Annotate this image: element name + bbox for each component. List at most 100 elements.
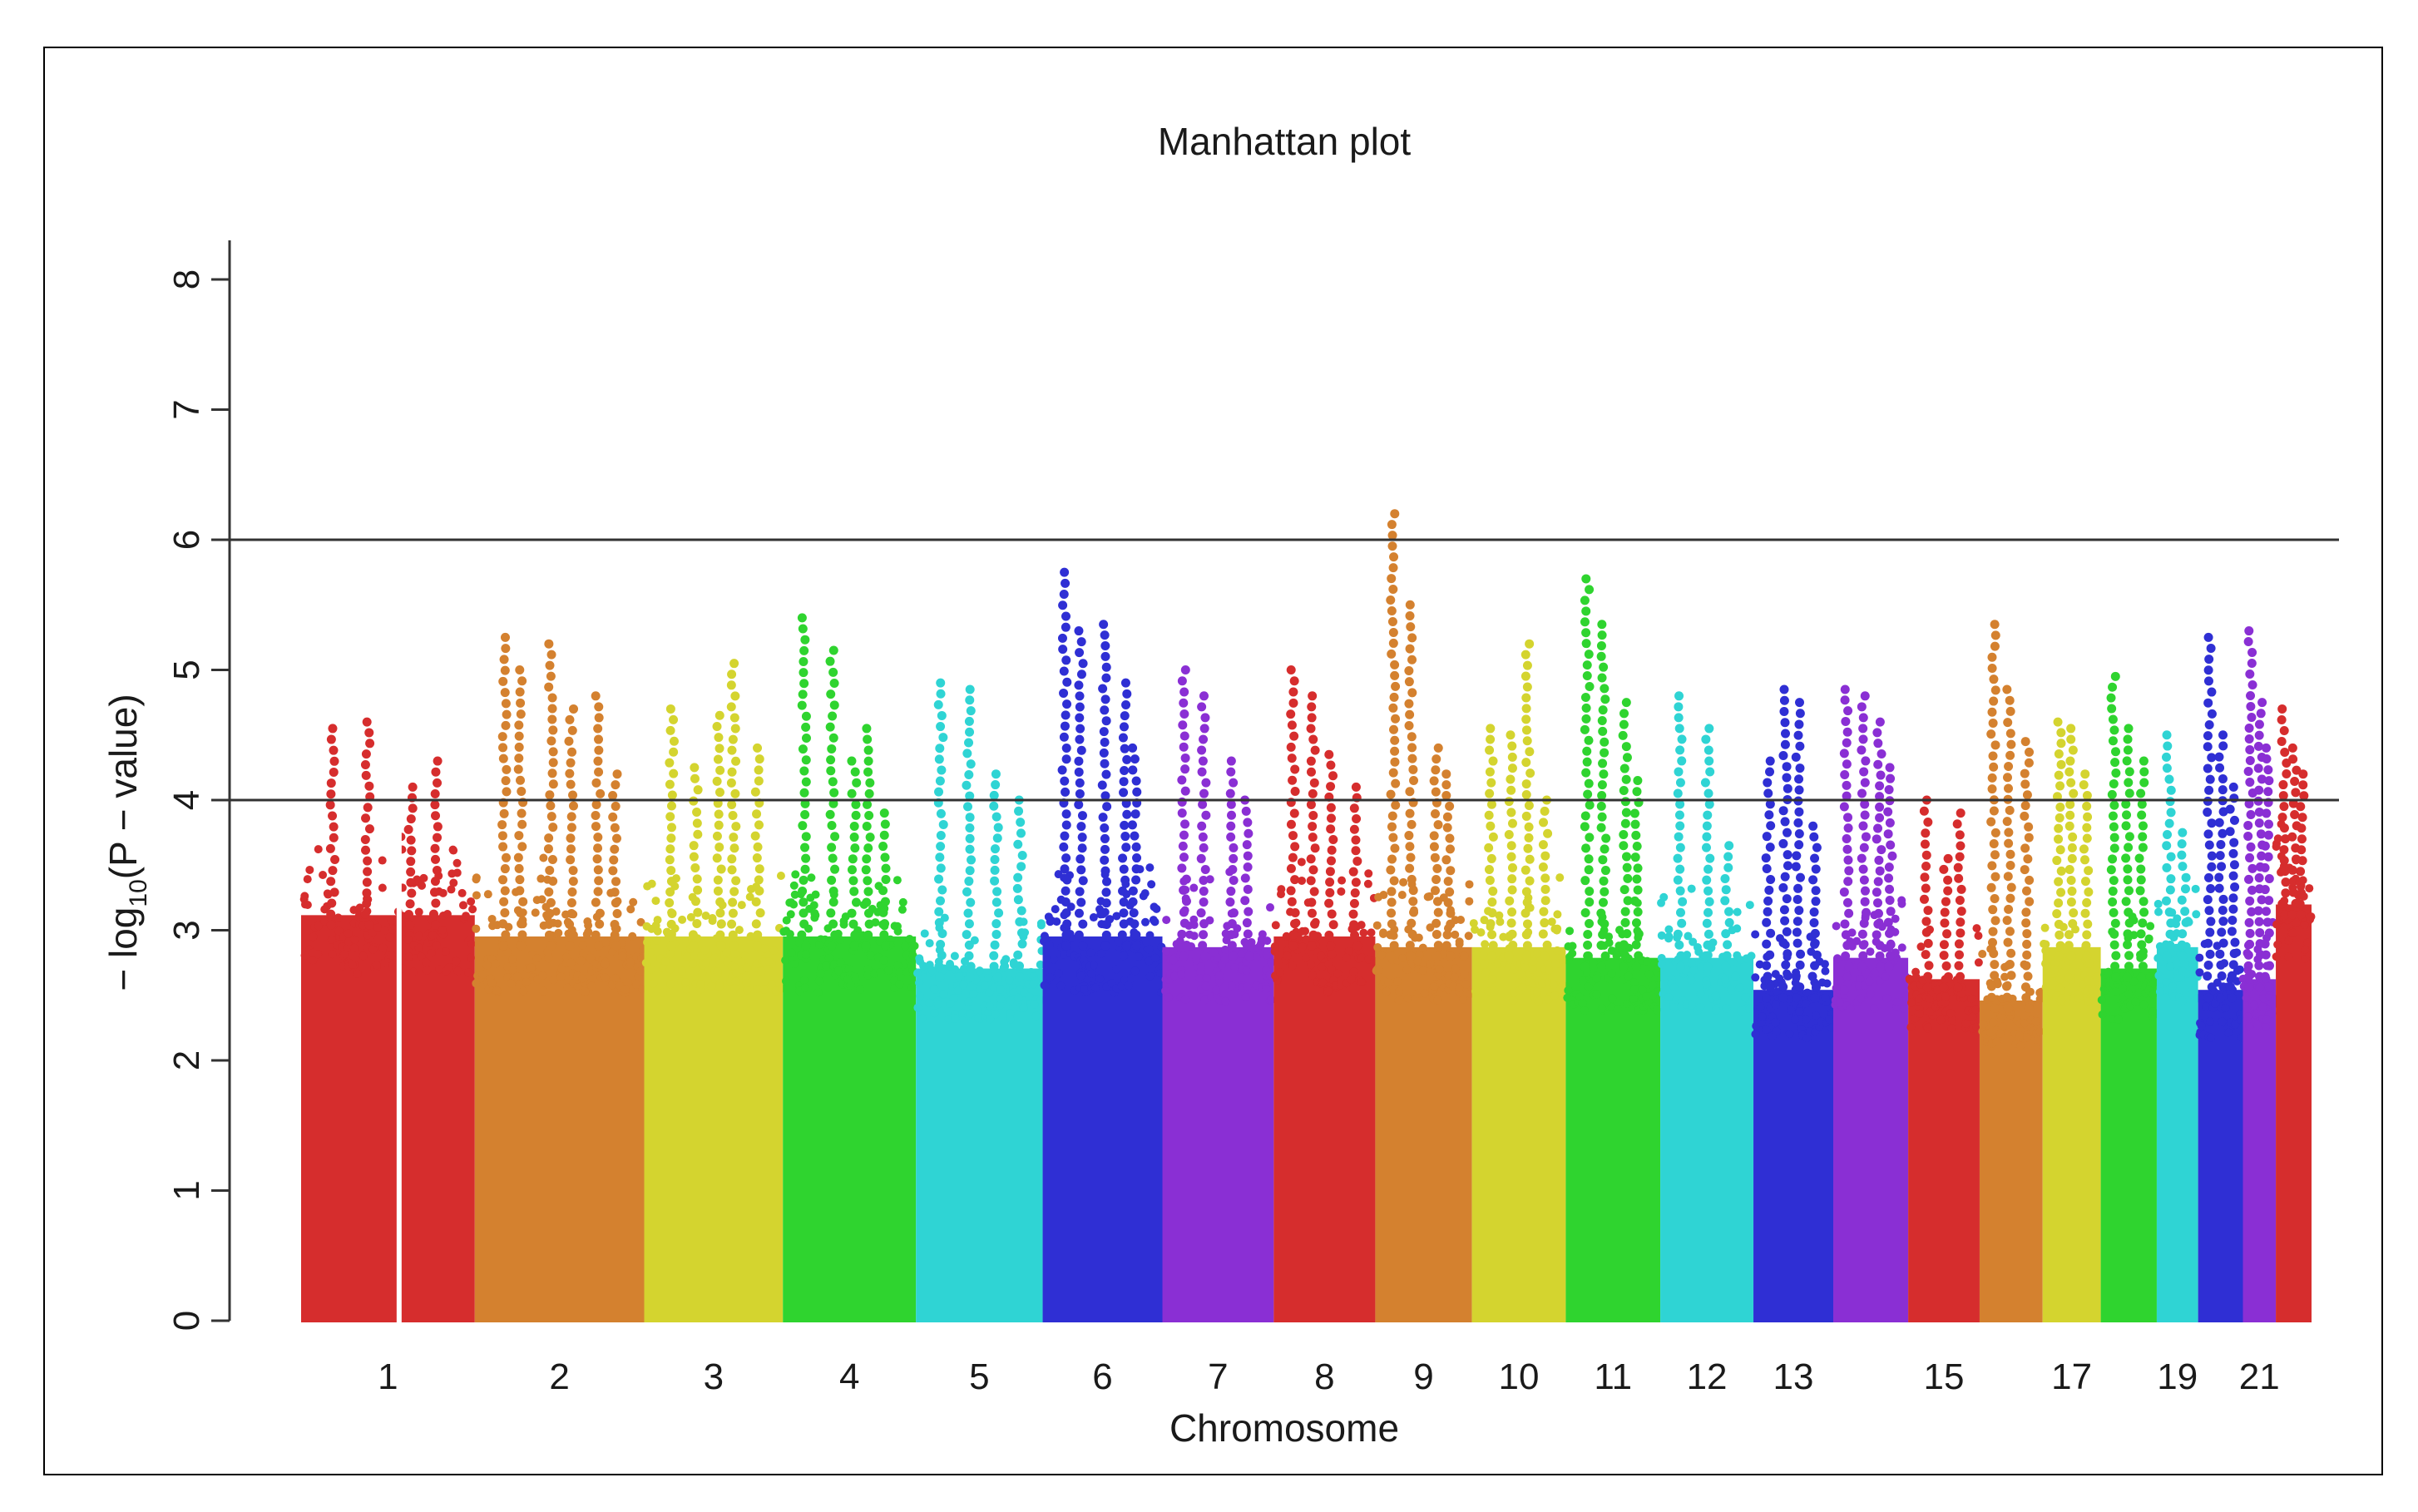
chromosome-9-peak-point xyxy=(1391,714,1401,724)
chromosome-13-peak-point xyxy=(1764,885,1774,895)
chromosome-2-peak-point xyxy=(517,842,527,852)
chromosome-18-peak-point xyxy=(2109,843,2119,853)
chromosome-2-peak-point xyxy=(567,725,577,735)
chromosome-6-peak-point xyxy=(1100,855,1110,865)
chromosome-3-peak-point xyxy=(712,721,722,731)
chromosome-11-band xyxy=(1565,957,1661,1322)
chromosome-1-point xyxy=(314,922,323,931)
chromosome-2-point xyxy=(581,987,590,996)
chromosome-9-peak-point xyxy=(1432,863,1442,873)
chromosome-2-peak-point xyxy=(609,855,619,865)
chromosome-13-peak-point xyxy=(1792,938,1802,948)
chromosome-6-point xyxy=(1145,945,1154,954)
chromosome-6-peak-point xyxy=(1061,941,1071,951)
chromosome-11-peak-point xyxy=(1631,918,1641,928)
chromosome-10-peak-point xyxy=(1507,907,1517,917)
chromosome-4-peak-point xyxy=(878,907,888,917)
chromosome-5-peak-point xyxy=(935,776,945,786)
chromosome-2-point xyxy=(487,978,497,987)
chromosome-10-peak-point xyxy=(1540,884,1550,894)
chromosome-18-peak-point xyxy=(2107,704,2117,714)
chromosome-21-peak-point xyxy=(2264,928,2274,938)
chromosome-5-peak-point xyxy=(934,874,944,884)
chromosome-8-point xyxy=(1308,971,1317,980)
chromosome-22-peak-point xyxy=(2279,856,2289,866)
chromosome-13-point xyxy=(1802,999,1811,1008)
chromosome-2-peak-point xyxy=(566,844,576,854)
chromosome-17-point xyxy=(2074,994,2084,1003)
chromosome-9-peak-point xyxy=(1390,757,1400,767)
chromosome-12-peak-point xyxy=(1724,841,1734,851)
chromosome-15-point xyxy=(1926,1007,1935,1016)
chromosome-10-peak-point xyxy=(1540,806,1550,816)
chromosome-19-peak-point xyxy=(2180,907,2190,917)
chromosome-9-peak-point xyxy=(1387,854,1397,864)
chromosome-10-peak-point xyxy=(1484,864,1494,874)
chromosome-10-peak-point xyxy=(1540,873,1550,883)
chromosome-6-peak-point xyxy=(1075,734,1085,744)
chromosome-11-peak-point xyxy=(1631,940,1641,950)
chromosome-9-peak-point xyxy=(1432,897,1442,907)
chromosome-2-peak-point xyxy=(548,725,558,735)
chromosome-12-point xyxy=(1721,976,1730,985)
chromosome-7-peak-point xyxy=(1198,832,1208,842)
chromosome-18-peak-point xyxy=(2139,778,2149,788)
chromosome-6-peak-point xyxy=(1075,648,1085,658)
chromosome-6-point xyxy=(1060,950,1069,959)
chromosome-2-point xyxy=(472,891,481,900)
chromosome-18-peak-point xyxy=(2138,821,2148,831)
chromosome-7-peak-point xyxy=(1241,806,1251,816)
chromosome-7-peak-point xyxy=(1177,808,1187,818)
chromosome-7-peak-point xyxy=(1180,665,1190,674)
chromosome-16-peak-point xyxy=(2025,875,2035,885)
chromosome-2-peak-point xyxy=(516,907,526,917)
chromosome-13-point xyxy=(1773,987,1782,996)
chromosome-6-peak-point xyxy=(1062,919,1072,929)
chromosome-10-point xyxy=(1496,917,1505,926)
chromosome-1-peak-point xyxy=(364,781,374,791)
chromosome-2-point xyxy=(522,977,531,986)
chromosome-16-peak-point xyxy=(2021,993,2031,1003)
chromosome-4-peak-point xyxy=(880,897,890,907)
chromosome-18-peak-point xyxy=(2124,907,2134,917)
chromosome-17-peak-point xyxy=(2066,951,2076,961)
chromosome-11-peak-point xyxy=(1632,842,1642,852)
chromosome-21-peak-point xyxy=(2244,798,2254,808)
chromosome-11-peak-point xyxy=(1600,684,1610,694)
chromosome-6-peak-point xyxy=(1098,684,1108,694)
chromosome-2-peak-point xyxy=(591,822,601,832)
chromosome-1-peak-point xyxy=(328,866,338,876)
chromosome-1-point xyxy=(348,960,357,969)
chromosome-3-peak-point xyxy=(693,785,703,795)
chromosome-21-peak-point xyxy=(2244,723,2254,733)
chromosome-8-peak-point xyxy=(1349,824,1359,834)
chromosome-1-peak-point xyxy=(328,811,338,821)
chromosome-2-peak-point xyxy=(499,897,509,907)
chromosome-11-peak-point xyxy=(1621,698,1631,708)
chromosome-18-point xyxy=(2098,1010,2107,1019)
chromosome-2-peak-point xyxy=(594,734,604,744)
chromosome-3-point xyxy=(681,978,690,987)
chromosome-11-point xyxy=(1629,994,1639,1003)
chromosome-13-peak-point xyxy=(1791,862,1801,872)
chromosome-21-peak-point xyxy=(2245,939,2255,949)
chromosome-12-peak-point xyxy=(1703,940,1713,950)
chromosome-18-peak-point xyxy=(2139,907,2149,917)
x-tick-label: 1 xyxy=(378,1356,398,1397)
chromosome-13-peak-point xyxy=(1779,695,1789,705)
chromosome-17-point xyxy=(2084,959,2094,968)
chromosome-5-peak-point xyxy=(1015,917,1025,926)
chromosome-4-peak-point xyxy=(865,833,875,842)
chromosome-1-point xyxy=(387,951,396,960)
chromosome-2-peak-point xyxy=(546,736,556,746)
chromosome-18-peak-point xyxy=(2138,918,2148,928)
chromosome-16-peak-point xyxy=(2005,750,2015,760)
threshold-lines xyxy=(230,538,2339,802)
chromosome-10-point xyxy=(1518,982,1527,991)
chromosome-20-peak-point xyxy=(2205,774,2215,784)
chromosome-3-peak-point xyxy=(693,885,703,895)
chromosome-3-point xyxy=(722,948,731,957)
chromosome-11-peak-point xyxy=(1581,574,1591,584)
chromosome-5-peak-point xyxy=(966,897,976,907)
chromosome-11-peak-point xyxy=(1580,908,1590,918)
